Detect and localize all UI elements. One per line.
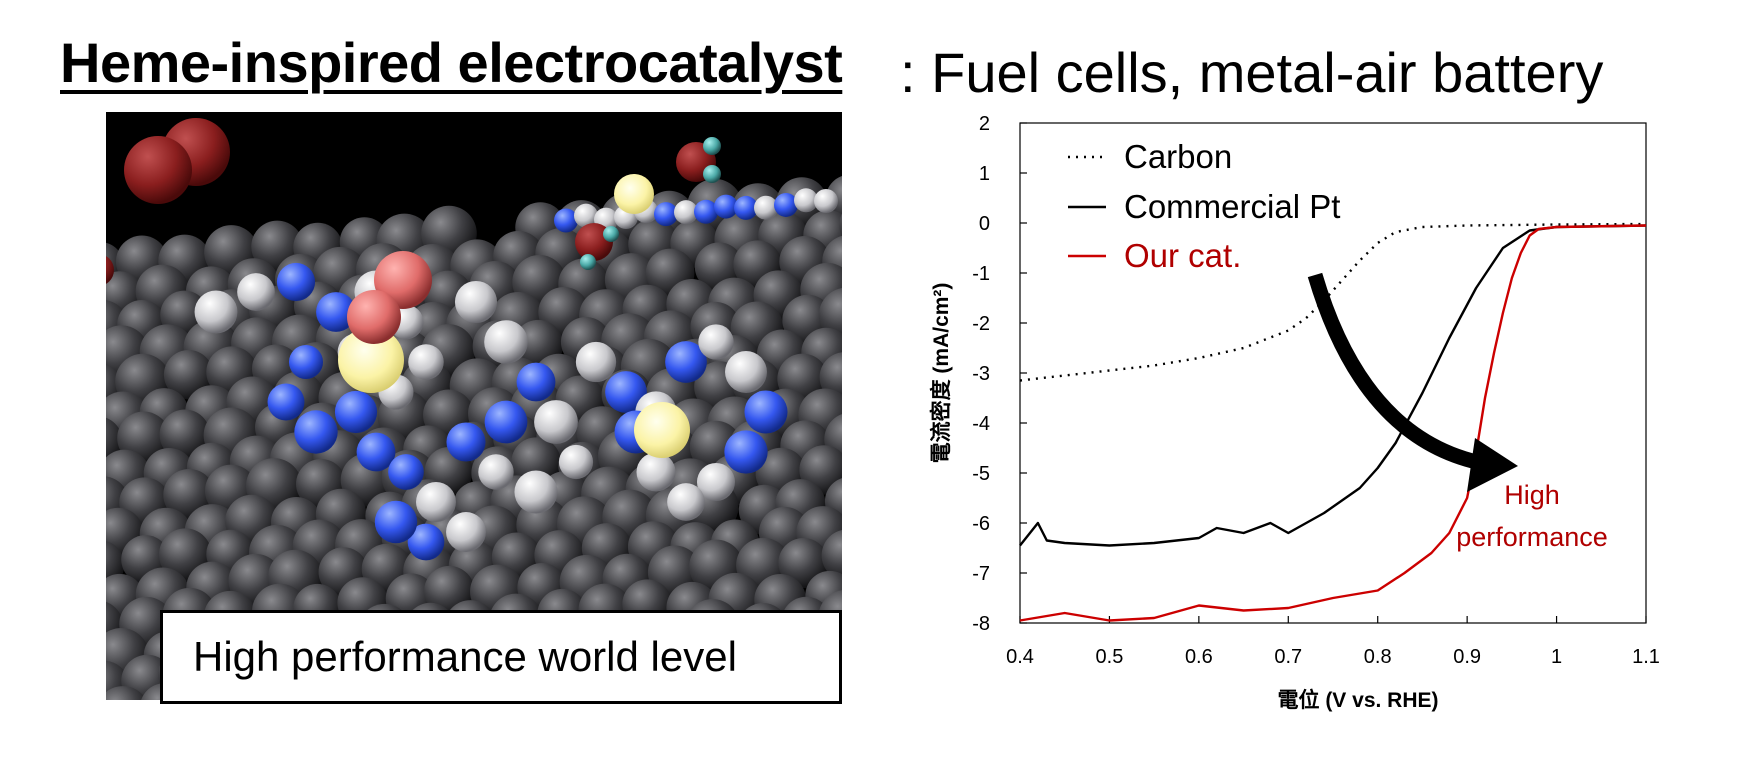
carbon-atom — [163, 350, 214, 400]
water-hydrogen-atom — [580, 254, 596, 270]
metal-center-atom — [338, 327, 404, 393]
carbon-atom — [839, 213, 842, 237]
x-axis-label: 電位 (V vs. RHE) — [1277, 688, 1438, 712]
x-tick-label: 0.4 — [1006, 646, 1034, 668]
oxygen-atom — [347, 290, 401, 344]
y-tick-label: -8 — [972, 613, 990, 635]
y-tick-label: 2 — [979, 113, 990, 135]
nitrogen-atom — [407, 523, 445, 561]
edge-atom — [754, 195, 778, 220]
hydrogen-atom — [484, 320, 528, 364]
hydrogen-atom — [575, 341, 617, 383]
nitrogen-atom — [484, 400, 528, 444]
series-line-commercial-pt — [1019, 224, 1647, 547]
hydrogen-atom — [194, 290, 238, 334]
y-tick-label: 1 — [979, 163, 990, 185]
legend-label-commercial-pt: Commercial Pt — [1124, 188, 1340, 225]
edge-atom — [774, 192, 798, 217]
edge-atom — [734, 195, 758, 220]
hydrogen-atom — [478, 454, 514, 490]
edge-atom — [654, 202, 678, 227]
annotation-line-1: High — [1504, 480, 1560, 510]
y-tick-label: -6 — [972, 513, 990, 535]
hydrogen-atom — [636, 452, 676, 492]
y-tick-label: -3 — [972, 363, 990, 385]
hydrogen-atom — [696, 462, 736, 502]
hydrogen-atom — [698, 324, 734, 360]
edge-atom — [694, 199, 718, 224]
page-title: Heme-inspired electrocatalyst — [60, 31, 843, 94]
hydrogen-atom — [534, 400, 578, 444]
nitrogen-atom — [665, 341, 707, 383]
figure-caption: High performance world level — [193, 633, 737, 680]
edge-atom — [714, 194, 738, 219]
x-tick-label: 0.5 — [1096, 646, 1124, 668]
y-tick-label: -5 — [972, 463, 990, 485]
orr-polarization-chart: 2 1 0 -1 -2 -3 -4 -5 -6 -7 -8 0.4 0.5 0.6 0.7 0.8 0.9 1 1… — [910, 100, 1670, 740]
edge-atom — [814, 188, 838, 213]
nitrogen-atom — [316, 292, 356, 332]
x-tick-label: 1 — [1551, 646, 1562, 668]
nitrogen-atom — [744, 390, 788, 434]
improvement-arrowhead — [1467, 438, 1518, 492]
metal-center-atom — [614, 174, 654, 214]
y-tick-label: -1 — [972, 263, 990, 285]
hydrogen-atom — [514, 470, 558, 514]
hydrogen-atom — [558, 444, 594, 480]
carbon-atom — [821, 530, 842, 581]
nitrogen-atom — [605, 371, 647, 413]
hydrogen-atom — [667, 483, 705, 521]
y-tick-label: -4 — [972, 413, 990, 435]
page-subtitle: : Fuel cells, metal-air battery — [900, 41, 1604, 104]
y-tick-label: 0 — [979, 213, 990, 235]
nitrogen-atom — [334, 390, 378, 434]
improvement-arrow — [1307, 272, 1494, 473]
series-line-our-cat — [1019, 224, 1647, 622]
edge-atom — [794, 188, 818, 213]
oxygen-molecule-atom — [124, 136, 192, 204]
annotation-line-2: performance — [1456, 522, 1608, 552]
edge-atom — [554, 208, 578, 233]
figure-caption-box: High performance world level — [160, 610, 842, 704]
hydrogen-atom — [416, 482, 456, 522]
water-hydrogen-atom — [603, 226, 619, 242]
nitrogen-atom — [388, 454, 424, 490]
hydrogen-atom — [725, 351, 767, 393]
hydrogen-atom — [237, 273, 275, 311]
nitrogen-atom — [446, 422, 486, 462]
x-tick-label: 0.8 — [1364, 646, 1392, 668]
edge-atom — [674, 200, 698, 225]
nitrogen-atom — [267, 383, 305, 421]
nitrogen-atom — [516, 362, 556, 402]
carbon-atom — [159, 409, 211, 460]
nitrogen-atom — [724, 430, 768, 474]
y-axis-label: 電流密度 (mA/cm²) — [929, 283, 953, 464]
water-hydrogen-atom — [703, 165, 721, 183]
oxygen-molecule-atom — [106, 256, 114, 284]
hydrogen-atom — [408, 344, 444, 380]
edge-atom — [574, 203, 598, 228]
legend-label-carbon: Carbon — [1124, 138, 1232, 175]
nitrogen-atom — [356, 432, 396, 472]
nitrogen-atom — [374, 500, 418, 544]
nitrogen-atom — [294, 410, 338, 454]
legend-label-our-cat: Our cat. — [1124, 237, 1241, 274]
x-tick-label: 0.9 — [1453, 646, 1481, 668]
x-tick-label: 0.7 — [1274, 646, 1302, 668]
carbon-atom — [106, 686, 147, 700]
y-tick-label: -7 — [972, 563, 990, 585]
metal-center-atom — [634, 402, 690, 458]
y-tick-label: -2 — [972, 313, 990, 335]
water-hydrogen-atom — [703, 137, 721, 155]
x-tick-label: 0.6 — [1185, 646, 1213, 668]
x-tick-label: 1.1 — [1632, 646, 1660, 668]
hydrogen-atom — [446, 512, 486, 552]
plot-area — [1019, 122, 1647, 624]
hydrogen-atom — [454, 280, 498, 324]
nitrogen-atom — [276, 262, 316, 302]
nitrogen-atom — [288, 344, 324, 380]
